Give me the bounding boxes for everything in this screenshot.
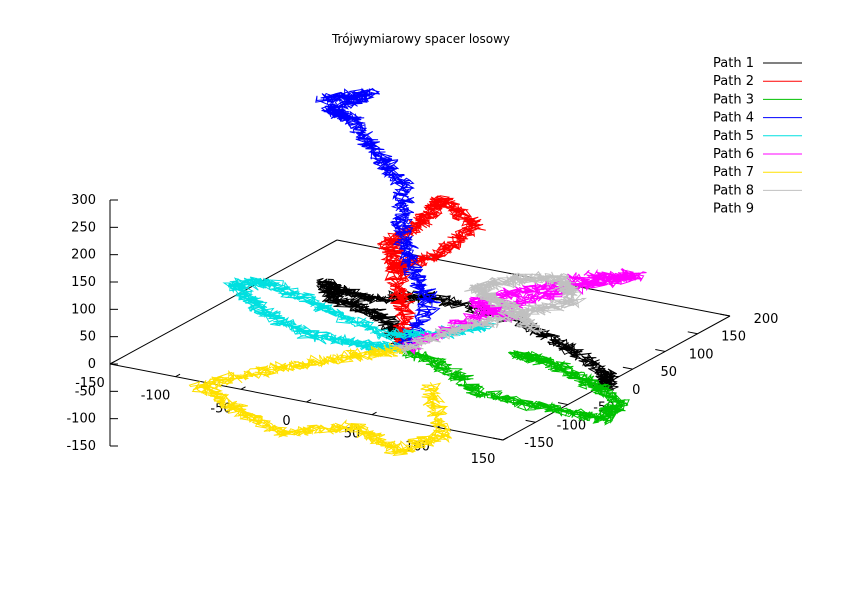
z-tick-label: 300	[71, 193, 96, 208]
y-tick-label: 150	[721, 330, 746, 345]
x-tick-label: 0	[282, 414, 290, 429]
x-tick-label: -100	[141, 389, 171, 404]
legend-label-3: Path 3	[713, 92, 754, 107]
series-line-3	[395, 343, 630, 426]
z-tick-label: 200	[71, 248, 96, 263]
series-line-8	[392, 270, 588, 356]
y-axis-tick	[525, 419, 536, 423]
series-line-2	[377, 195, 486, 351]
z-tick-label: 50	[79, 330, 96, 345]
y-tick-label: 100	[689, 347, 714, 362]
y-tick-label: 0	[632, 383, 640, 398]
legend-label-2: Path 2	[713, 74, 754, 89]
y-axis-tick	[622, 366, 633, 370]
legend-label-7: Path 7	[713, 165, 754, 180]
series-line-7	[188, 342, 452, 457]
x-axis-tick	[175, 373, 181, 378]
y-tick-label: -150	[524, 436, 554, 451]
y-axis-tick	[557, 402, 568, 406]
series-line-4	[315, 87, 441, 351]
legend: Path 1 Path 2 Path 3 Path 4 Path 5 Path 6 Path…	[713, 56, 802, 217]
x-axis-tick	[109, 361, 115, 365]
series-line-5	[222, 276, 497, 355]
y-tick-label: 200	[754, 312, 779, 327]
x-tick-label: 150	[471, 452, 496, 467]
z-tick-label: -150	[66, 439, 96, 454]
y-axis-tick	[687, 331, 698, 335]
z-tick-label: 250	[71, 220, 96, 235]
y-axis-tick	[493, 437, 504, 441]
y-axis-tick	[720, 313, 731, 317]
y-tick-label: -100	[557, 418, 587, 433]
z-tick-label: 150	[71, 275, 96, 290]
legend-label-1: Path 1	[713, 56, 754, 71]
legend-label-8: Path 8	[713, 183, 754, 198]
z-tick-label: -100	[66, 412, 96, 427]
x-tick-label: -50	[210, 401, 231, 416]
x-axis-tick	[240, 386, 246, 390]
x-tick-label: -150	[75, 376, 105, 391]
legend-label-5: Path 5	[713, 129, 754, 144]
legend-label-6: Path 6	[713, 147, 754, 162]
y-axis-tick	[655, 349, 666, 352]
axes: -150-100-50050100150200250300-150-100-50…	[66, 193, 778, 467]
chart-title: Trójwymiarowy spacer losowy	[331, 32, 510, 46]
z-tick-label: 0	[88, 357, 96, 372]
x-axis-tick	[306, 399, 312, 403]
legend-label-4: Path 4	[713, 111, 754, 126]
x-axis-tick	[502, 437, 508, 441]
y-tick-label: 50	[660, 365, 677, 380]
legend-label-9: Path 9	[713, 202, 754, 217]
y-axis-line	[109, 239, 338, 365]
z-tick-label: 100	[71, 302, 96, 317]
z-tick-label: -50	[75, 384, 96, 399]
series-group	[188, 87, 647, 457]
x-axis-tick	[371, 411, 377, 416]
